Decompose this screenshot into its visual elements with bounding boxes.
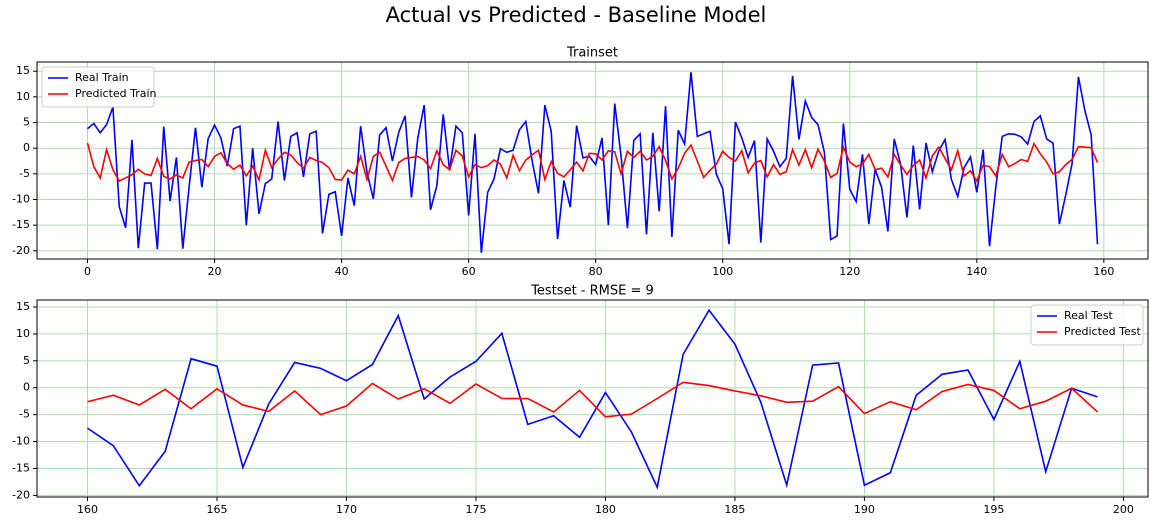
x-tick-label: 175: [465, 503, 486, 516]
y-tick-label: -15: [12, 461, 30, 474]
series-line: [86, 141, 1099, 183]
x-tick-label: 80: [589, 265, 603, 278]
axes-frame: [36, 299, 1149, 498]
y-tick-label: -20: [12, 488, 30, 501]
legend-box: [1030, 304, 1144, 346]
y-tick-label: 10: [16, 90, 30, 103]
y-tick-label: 5: [23, 116, 30, 129]
y-tick-label: 5: [23, 354, 30, 367]
x-tick-label: 195: [983, 503, 1004, 516]
legend-label: Predicted Test: [1064, 325, 1141, 338]
x-tick-label: 165: [206, 503, 227, 516]
x-tick-label: 170: [336, 503, 357, 516]
x-tick-label: 160: [77, 503, 98, 516]
subplot-title: Trainset: [566, 46, 618, 61]
legend-box: [41, 66, 155, 108]
x-tick-label: 120: [839, 265, 860, 278]
y-tick-label: 10: [16, 327, 30, 340]
y-tick-label: 0: [23, 141, 30, 154]
x-tick-label: 200: [1113, 503, 1134, 516]
y-tick-label: -5: [19, 167, 30, 180]
y-tick-label: 15: [16, 300, 30, 313]
legend-label: Real Test: [1064, 309, 1114, 322]
x-tick-label: 0: [84, 265, 91, 278]
y-tick-label: -15: [12, 218, 30, 231]
x-tick-label: 100: [712, 265, 733, 278]
x-tick-label: 190: [854, 503, 875, 516]
x-tick-label: 180: [595, 503, 616, 516]
x-tick-label: 160: [1093, 265, 1114, 278]
x-tick-label: 40: [335, 265, 349, 278]
series-line: [87, 308, 1098, 490]
series-line: [87, 381, 1099, 418]
legend-label: Predicted Train: [75, 87, 157, 100]
legend: Real Train Predicted Train: [41, 66, 157, 108]
figure-title: Actual vs Predicted - Baseline Model: [386, 3, 767, 27]
legend-label: Real Train: [75, 71, 129, 84]
y-tick-label: 15: [16, 64, 30, 77]
y-tick-label: -10: [12, 435, 30, 448]
subplot-title: Testset - RMSE = 9: [530, 284, 654, 299]
legend: Real Test Predicted Test: [1030, 304, 1144, 346]
plot-area: [37, 300, 1148, 497]
x-tick-label: 140: [966, 265, 987, 278]
y-tick-label: -5: [19, 408, 30, 421]
x-tick-label: 20: [208, 265, 222, 278]
y-tick-label: -20: [12, 244, 30, 257]
y-tick-label: -10: [12, 192, 30, 205]
series-line: [86, 72, 1099, 253]
y-tick-label: 0: [23, 381, 30, 394]
x-tick-label: 60: [462, 265, 476, 278]
x-tick-label: 185: [724, 503, 745, 516]
axes-frame: [36, 61, 1149, 260]
